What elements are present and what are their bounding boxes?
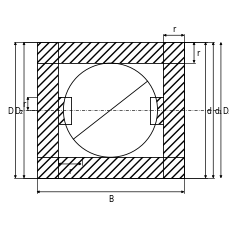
Text: D₂: D₂ (14, 106, 23, 115)
Text: r: r (23, 99, 26, 109)
Bar (36, 64, 57, 158)
Bar (36, 43, 184, 64)
Circle shape (63, 64, 157, 158)
Bar (149, 97, 163, 124)
Text: r: r (172, 25, 175, 34)
Text: r: r (68, 166, 71, 175)
Bar (163, 64, 184, 158)
Text: r: r (195, 49, 198, 58)
Bar (36, 158, 184, 179)
Bar (57, 97, 71, 124)
Text: d₁: d₁ (213, 106, 221, 115)
Text: B: B (107, 194, 112, 203)
Text: D: D (8, 106, 13, 115)
Bar (36, 43, 184, 179)
Bar (36, 43, 184, 179)
Text: D₁: D₁ (221, 106, 229, 115)
Text: d: d (206, 106, 210, 115)
